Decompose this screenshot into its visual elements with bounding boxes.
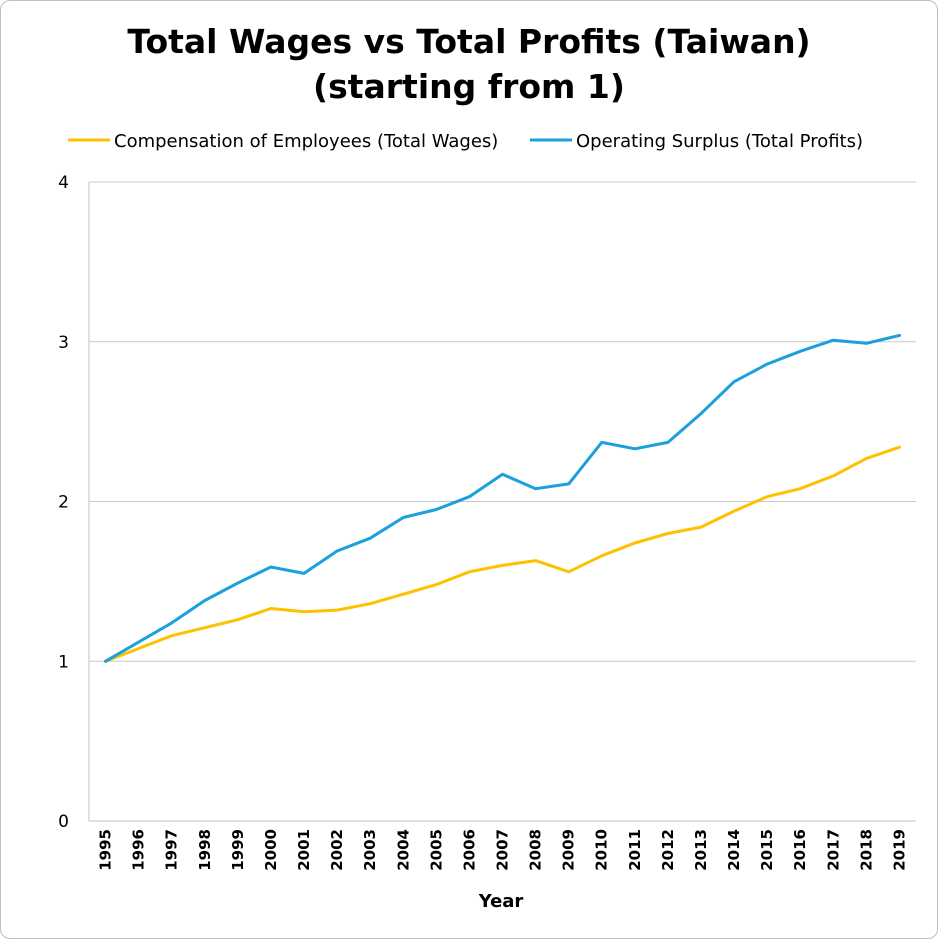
- x-tick-label: 2012: [659, 829, 677, 871]
- x-tick-label: 1998: [196, 829, 214, 871]
- x-tick-label: 2014: [725, 829, 743, 871]
- x-tick-label: 2000: [262, 829, 280, 871]
- chart-title-line-1: Total Wages vs Total Profits (Taiwan): [127, 22, 810, 61]
- legend: Compensation of Employees (Total Wages) …: [68, 131, 863, 152]
- y-tick-label: 1: [58, 652, 69, 672]
- x-tick-label: 2015: [758, 829, 776, 871]
- x-tick-label: 2005: [427, 829, 445, 871]
- x-tick-label: 2017: [824, 829, 842, 871]
- x-tick-label: 1996: [130, 829, 148, 871]
- x-tick-label: 2002: [328, 829, 346, 871]
- legend-label-profits: Operating Surplus (Total Profits): [576, 131, 863, 152]
- x-tick-label: 1997: [163, 829, 181, 871]
- x-axis-label: Year: [478, 891, 524, 912]
- gridlines: [88, 181, 916, 822]
- y-tick-label: 2: [58, 493, 69, 513]
- x-tick-label: 2011: [626, 829, 644, 871]
- x-tick-label: 2001: [295, 829, 313, 871]
- x-tick-label: 2019: [890, 829, 908, 871]
- x-tick-label: 2004: [394, 829, 412, 871]
- y-axis-ticks: 0 1 2 3 4: [58, 173, 69, 832]
- x-tick-label: 2010: [593, 829, 611, 871]
- y-tick-label: 3: [58, 333, 69, 353]
- x-tick-label: 2007: [494, 829, 512, 871]
- series-lines: [104, 333, 901, 663]
- x-tick-label: 2003: [361, 829, 379, 871]
- x-tick-label: 2006: [460, 829, 478, 871]
- x-tick-label: 1999: [229, 829, 247, 871]
- x-tick-label: 2009: [560, 829, 578, 871]
- series-line-profits: [104, 333, 901, 663]
- y-tick-label: 4: [58, 173, 69, 193]
- legend-label-wages: Compensation of Employees (Total Wages): [114, 131, 498, 152]
- series-line-wages: [104, 445, 901, 663]
- x-tick-label: 1995: [97, 829, 115, 871]
- y-tick-label: 0: [58, 812, 69, 832]
- x-tick-label: 2008: [527, 829, 545, 871]
- x-tick-label: 2013: [692, 829, 710, 871]
- x-axis-ticks: 1995 1996 1997 1998 1999 2000 2001 2002 2003 2004…: [97, 829, 909, 871]
- x-tick-label: 2016: [791, 829, 809, 871]
- chart-title-line-2: (starting from 1): [313, 67, 625, 106]
- x-tick-label: 2018: [857, 829, 875, 871]
